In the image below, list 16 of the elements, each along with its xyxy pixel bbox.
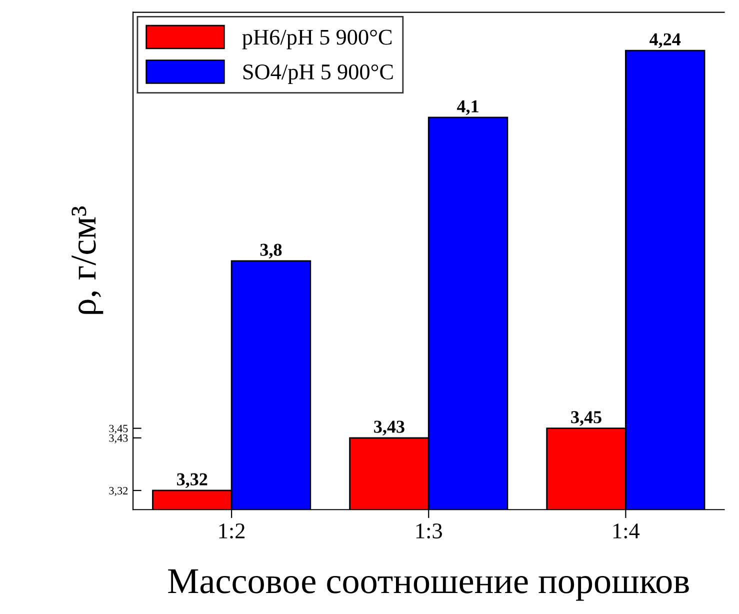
data-label: 3,32 xyxy=(177,473,208,488)
data-label: 3,43 xyxy=(374,420,404,436)
legend-label: pH6/pH 5 900°C xyxy=(242,30,392,50)
y-tick-label: 3,43 xyxy=(109,434,128,444)
data-label: 4,24 xyxy=(650,33,681,48)
x-tick-label: 1:2 xyxy=(219,524,245,539)
data-label: 3,8 xyxy=(260,244,282,259)
x-tick-label: 1:4 xyxy=(613,524,640,539)
x-tick-label: 1:3 xyxy=(416,524,442,539)
legend-label: SO4/pH 5 900°C xyxy=(243,64,393,84)
y-tick-label: 3,32 xyxy=(109,486,128,496)
x-axis-title: Массовое соотношение порошков xyxy=(168,569,689,601)
data-label: 3,45 xyxy=(571,411,602,426)
y-tick-label: 3,45 xyxy=(109,424,128,434)
data-label: 4,1 xyxy=(456,100,478,116)
y-axis-title: ρ, г/см³ xyxy=(72,206,104,314)
